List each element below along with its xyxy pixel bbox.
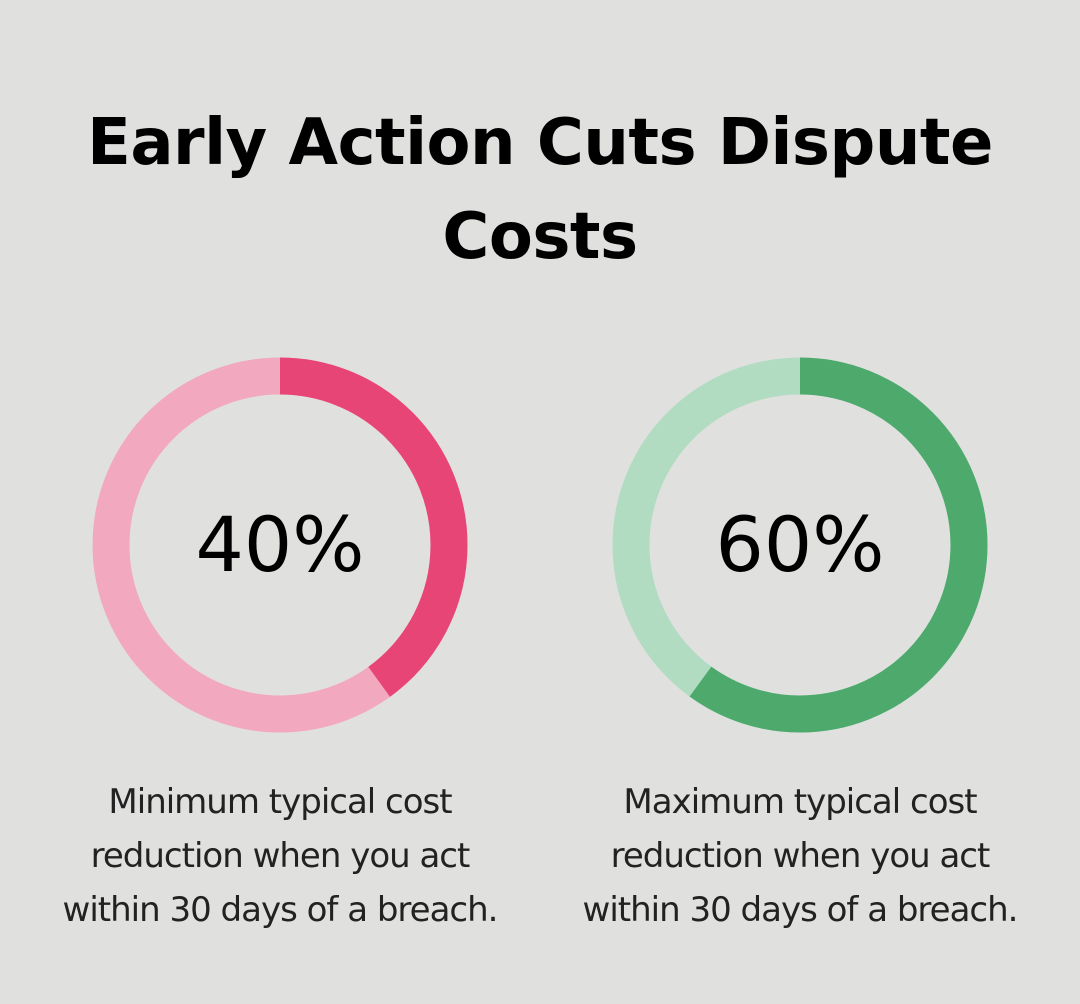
caption-minimum-line-1: Minimum typical cost: [108, 782, 452, 822]
donut-fill-minimum: [92, 357, 468, 733]
chart-title: Early Action Cuts Dispute Costs: [60, 96, 1020, 284]
caption-minimum-line-3: within 30 days of a breach.: [62, 890, 499, 930]
donut-value-minimum: 40%: [196, 500, 365, 589]
donut-chart-maximum: 60%: [612, 357, 988, 733]
title-line-2: Costs: [442, 200, 638, 274]
caption-maximum-line-1: Maximum typical cost: [623, 782, 977, 822]
stat-minimum: 40%: [20, 350, 540, 740]
stat-maximum: 60%: [540, 350, 1060, 740]
donut-chart-minimum: 40%: [92, 357, 468, 733]
donut-fill-maximum: [612, 357, 988, 733]
caption-minimum-line-2: reduction when you act: [90, 836, 471, 876]
donut-value-maximum: 60%: [716, 500, 885, 589]
caption-maximum-line-2: reduction when you act: [610, 836, 991, 876]
title-line-1: Early Action Cuts Dispute: [87, 106, 993, 180]
caption-maximum: Maximum typical cost reduction when you …: [540, 775, 1060, 937]
caption-minimum: Minimum typical cost reduction when you …: [20, 775, 540, 937]
caption-maximum-line-3: within 30 days of a breach.: [582, 890, 1019, 930]
